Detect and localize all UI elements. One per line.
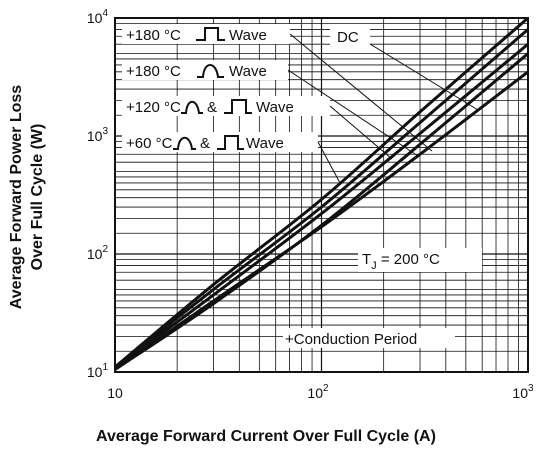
leader-line [287, 69, 419, 157]
annotation-180-square: +180 °C Wave [122, 24, 290, 44]
annotation-120-left: +120 °C [126, 99, 181, 116]
x-tick-label: 10 [107, 385, 123, 401]
annotation-60-right: Wave [246, 135, 284, 152]
series-line-4 [115, 18, 528, 369]
y-tick-label: 101 [87, 362, 109, 380]
annotation-180-square-right: Wave [229, 27, 267, 44]
plot-frame [114, 17, 529, 373]
leader-lines [287, 33, 479, 184]
square-wave-icon [217, 135, 244, 150]
annotation-conduction: +Conduction Period [283, 328, 455, 348]
x-tick-labels: 10 102 103 [107, 383, 534, 401]
annotation-180-square-left: +180 °C [126, 27, 181, 44]
y-axis-title: Average Forward Power Loss Over Full Cyc… [8, 85, 46, 309]
leader-line [329, 105, 393, 160]
sine-wave-icon [197, 64, 224, 78]
leader-line [289, 33, 433, 152]
x-axis-title: Average Forward Current Over Full Cycle … [96, 428, 436, 445]
annotation-dc: DC [330, 26, 370, 46]
annotation-tj: TJ = 200 °C [358, 248, 482, 272]
tj-symbol: T [362, 251, 371, 268]
series-line-2 [115, 43, 528, 370]
y-tick-label: 104 [87, 8, 109, 26]
x-tick-label: 102 [307, 383, 329, 401]
conduction-period-label: +Conduction Period [285, 331, 417, 348]
y-tick-label: 103 [87, 126, 109, 144]
annotation-60-mid: & [200, 135, 210, 152]
series-layer [115, 18, 528, 371]
annotation-120-mid: & [207, 99, 217, 116]
square-wave-icon [224, 99, 252, 114]
sine-wave-icon [181, 100, 203, 114]
annotation-180-sine: +180 °C Wave [122, 60, 288, 80]
annotation-60-left: +60 °C [126, 135, 173, 152]
y-axis-title-line1: Average Forward Power Loss [8, 85, 25, 309]
annotation-180-sine-left: +180 °C [126, 63, 181, 80]
leader-line [317, 141, 341, 184]
y-tick-labels: 101 102 103 104 [87, 8, 109, 380]
leader-line [369, 43, 479, 111]
x-tick-label: 103 [512, 383, 534, 401]
sine-wave-icon [173, 136, 196, 150]
y-tick-label: 102 [87, 244, 109, 262]
tj-subscript: J [371, 260, 377, 272]
annotation-180-sine-right: Wave [229, 63, 267, 80]
tj-value: = 200 °C [377, 251, 440, 268]
annotation-60: +60 °C & Wave [122, 132, 318, 152]
annotation-dc-label: DC [337, 29, 359, 46]
series-line-3 [115, 28, 528, 369]
annotation-120-right: Wave [256, 99, 294, 116]
annotation-120: +120 °C & Wave [122, 96, 330, 116]
square-wave-icon [196, 27, 225, 41]
svg-text:TJ = 200 °C: TJ = 200 °C [362, 251, 440, 272]
y-axis-title-line2: Over Full Cycle (W) [29, 124, 46, 271]
series-line-1 [115, 52, 528, 371]
